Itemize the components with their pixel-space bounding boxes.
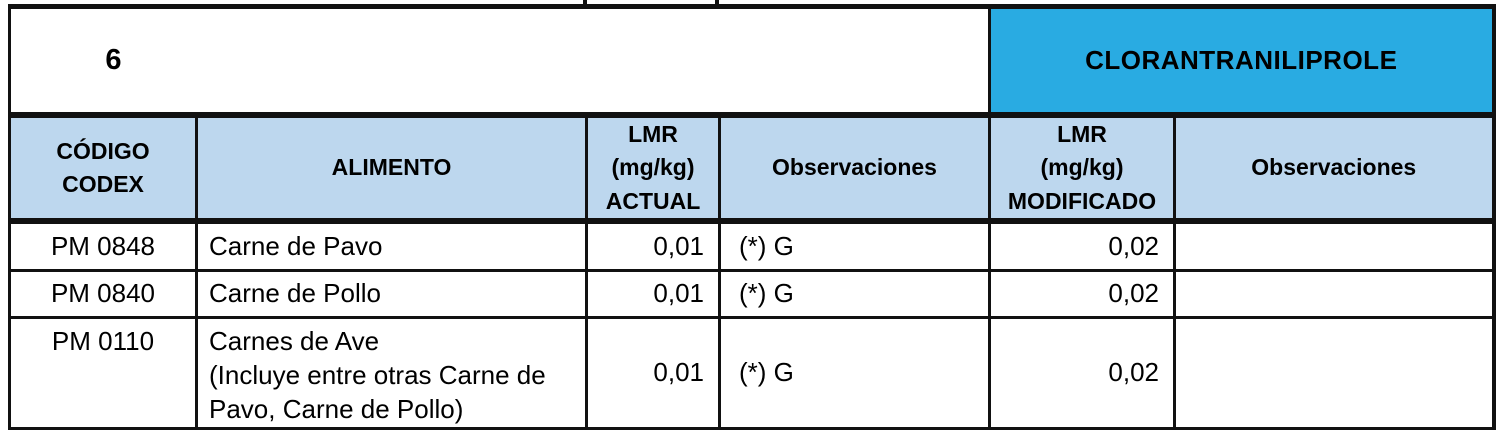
cell-alimento: Carnes de Ave (Incluye entre otras Carne… [195, 316, 588, 431]
cell-observaciones-actual: (*) G [718, 316, 991, 431]
table-row: PM 0840 Carne de Pollo 0,01 (*) G 0,02 [8, 269, 1496, 320]
column-header-lmr-actual: LMR (mg/kg) ACTUAL [585, 111, 721, 225]
cell-lmr-modificado: 0,02 [988, 269, 1176, 320]
cell-observaciones-actual: (*) G [718, 269, 991, 320]
cell-lmr-actual: 0,01 [585, 269, 721, 320]
banner-row: 6 CLORANTRANILIPROLE [8, 4, 1496, 117]
cell-codigo: PM 0110 [8, 316, 198, 431]
top-border-tick [583, 0, 587, 5]
table-row: PM 0110 Carnes de Ave (Incluye entre otr… [8, 316, 1496, 431]
cell-alimento: Carne de Pavo [195, 219, 588, 273]
cell-observaciones-actual: (*) G [718, 219, 991, 273]
table-header-row: CÓDIGO CODEX ALIMENTO LMR (mg/kg) ACTUAL… [8, 111, 1496, 225]
cell-lmr-modificado: 0,02 [988, 219, 1176, 273]
top-border-tick [715, 0, 719, 5]
column-header-alimento: ALIMENTO [195, 111, 588, 225]
page-number-cell: 6 [8, 4, 991, 117]
cell-alimento: Carne de Pollo [195, 269, 588, 320]
cell-lmr-actual: 0,01 [585, 219, 721, 273]
column-header-lmr-modificado: LMR (mg/kg) MODIFICADO [988, 111, 1176, 225]
compound-header-cell: CLORANTRANILIPROLE [987, 4, 1496, 117]
cell-codigo: PM 0848 [8, 219, 198, 273]
cell-observaciones-modificado [1172, 316, 1496, 431]
cell-lmr-actual: 0,01 [585, 316, 721, 431]
page-number: 6 [105, 44, 122, 76]
cell-lmr-modificado: 0,02 [988, 316, 1176, 431]
table-row: PM 0848 Carne de Pavo 0,01 (*) G 0,02 [8, 219, 1496, 273]
mrl-table: 6 CLORANTRANILIPROLE CÓDIGO CODEX ALIMEN… [8, 4, 1496, 431]
cell-codigo: PM 0840 [8, 269, 198, 320]
cell-observaciones-modificado [1172, 269, 1496, 320]
cell-observaciones-modificado [1172, 219, 1496, 273]
column-header-observaciones-actual: Observaciones [718, 111, 991, 225]
column-header-observaciones-modificado: Observaciones [1172, 111, 1496, 225]
column-header-codigo-codex: CÓDIGO CODEX [8, 111, 198, 225]
